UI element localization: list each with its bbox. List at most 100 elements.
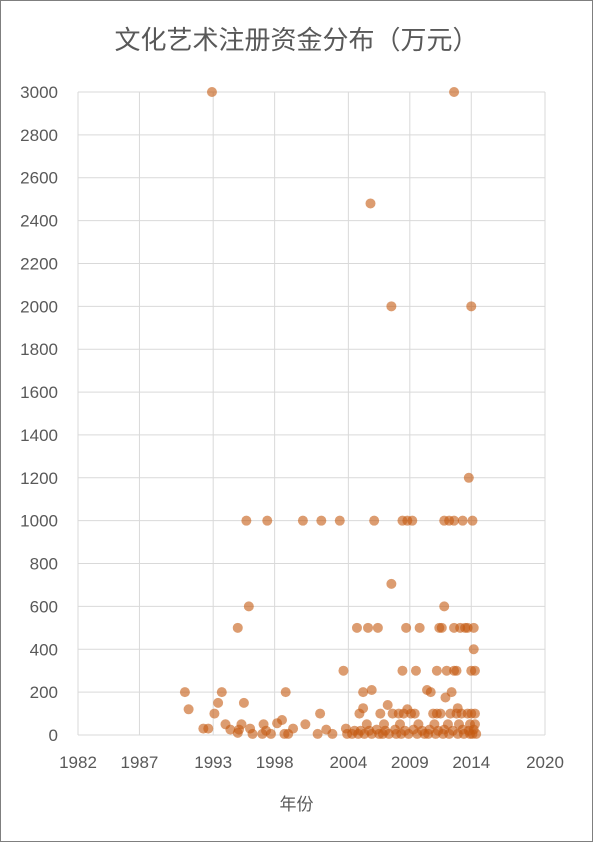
scatter-point (283, 728, 294, 739)
scatter-point (369, 515, 380, 526)
scatter-point (386, 578, 397, 589)
scatter-point (334, 515, 345, 526)
scatter-point (372, 622, 383, 633)
scatter-point (203, 723, 214, 734)
scatter-point (469, 708, 480, 719)
scatter-point (297, 515, 308, 526)
x-tick-label: 1982 (59, 753, 97, 772)
scatter-point (366, 728, 377, 739)
x-tick-label: 1987 (121, 753, 159, 772)
scatter-point (232, 622, 243, 633)
data-points (179, 87, 482, 739)
scatter-point (436, 622, 447, 633)
scatter-point (407, 515, 418, 526)
scatter-point (468, 644, 479, 655)
scatter-point (382, 699, 393, 710)
scatter-point (327, 728, 338, 739)
scatter-point (412, 728, 423, 739)
scatter-point (396, 728, 407, 739)
x-tick-label: 1993 (194, 753, 232, 772)
y-tick-label: 1400 (20, 426, 58, 445)
scatter-point (439, 601, 450, 612)
y-tick-label: 2800 (20, 126, 58, 145)
scatter-point (359, 728, 370, 739)
scatter-point (232, 727, 243, 738)
chart-title: 文化艺术注册资金分布（万元） (114, 26, 479, 56)
scatter-point (425, 687, 436, 698)
scatter-point (383, 728, 394, 739)
y-tick-label: 2400 (20, 212, 58, 231)
scatter-point (403, 728, 414, 739)
y-tick-label: 800 (30, 555, 58, 574)
scatter-point (213, 697, 224, 708)
y-tick-label: 2600 (20, 169, 58, 188)
scatter-point (449, 87, 460, 97)
y-tick-label: 600 (30, 597, 58, 616)
scatter-point (409, 708, 420, 719)
x-tick-label: 1998 (256, 753, 294, 772)
scatter-point (209, 708, 220, 719)
x-axis-label: 年份 (279, 795, 314, 815)
scatter-point (423, 728, 434, 739)
y-tick-label: 1600 (20, 383, 58, 402)
scatter-point (441, 665, 452, 676)
scatter-point (241, 515, 252, 526)
x-axis-ticks: 1982 1987 1993 1998 2004 2009 2014 2020 (59, 753, 564, 772)
scatter-point (414, 622, 425, 633)
scatter-point (398, 708, 409, 719)
y-tick-label: 3000 (20, 83, 58, 102)
x-tick-label: 2009 (391, 753, 429, 772)
y-tick-label: 1800 (20, 340, 58, 359)
scatter-point (463, 472, 474, 483)
y-axis-ticks: 0 200 400 600 800 1000 1200 1400 1600 1800 2000 220… (20, 83, 58, 745)
scatter-point (401, 622, 412, 633)
scatter-point (354, 708, 365, 719)
scatter-point (444, 728, 455, 739)
scatter-point (351, 622, 362, 633)
scatter-point (466, 301, 477, 312)
scatter-point (471, 728, 482, 739)
y-tick-label: 2200 (20, 254, 58, 273)
scatter-point (451, 665, 462, 676)
scatter-point (216, 687, 227, 698)
scatter-point (440, 692, 451, 703)
scatter-point (257, 728, 268, 739)
x-tick-label: 2004 (329, 753, 367, 772)
scatter-point (358, 687, 369, 698)
y-tick-label: 1000 (20, 512, 58, 531)
y-tick-label: 200 (30, 683, 58, 702)
scatter-point (183, 704, 194, 715)
scatter-point (363, 622, 374, 633)
scatter-point (316, 515, 327, 526)
scatter-point (375, 708, 386, 719)
scatter-point (243, 601, 254, 612)
scatter-point (467, 515, 478, 526)
scatter-point (366, 684, 377, 695)
x-tick-label: 2020 (526, 753, 564, 772)
scatter-point (410, 665, 421, 676)
scatter-point (468, 622, 479, 633)
scatter-point (430, 728, 441, 739)
scatter-point (300, 719, 311, 730)
scatter-point (315, 708, 326, 719)
gridlines (77, 91, 546, 736)
scatter-point (280, 687, 291, 698)
scatter-point (179, 687, 190, 698)
y-tick-label: 1200 (20, 469, 58, 488)
scatter-point (312, 728, 323, 739)
scatter-point (262, 515, 273, 526)
y-tick-label: 0 (49, 726, 58, 745)
scatter-point (457, 515, 468, 526)
scatter-point (265, 728, 276, 739)
scatter-point (247, 728, 258, 739)
y-tick-label: 400 (30, 640, 58, 659)
scatter-point (397, 665, 408, 676)
scatter-point (238, 697, 249, 708)
scatter-point (435, 708, 446, 719)
scatter-point (338, 665, 349, 676)
y-tick-label: 2000 (20, 297, 58, 316)
scatter-point (272, 718, 283, 729)
x-tick-label: 2014 (452, 753, 490, 772)
